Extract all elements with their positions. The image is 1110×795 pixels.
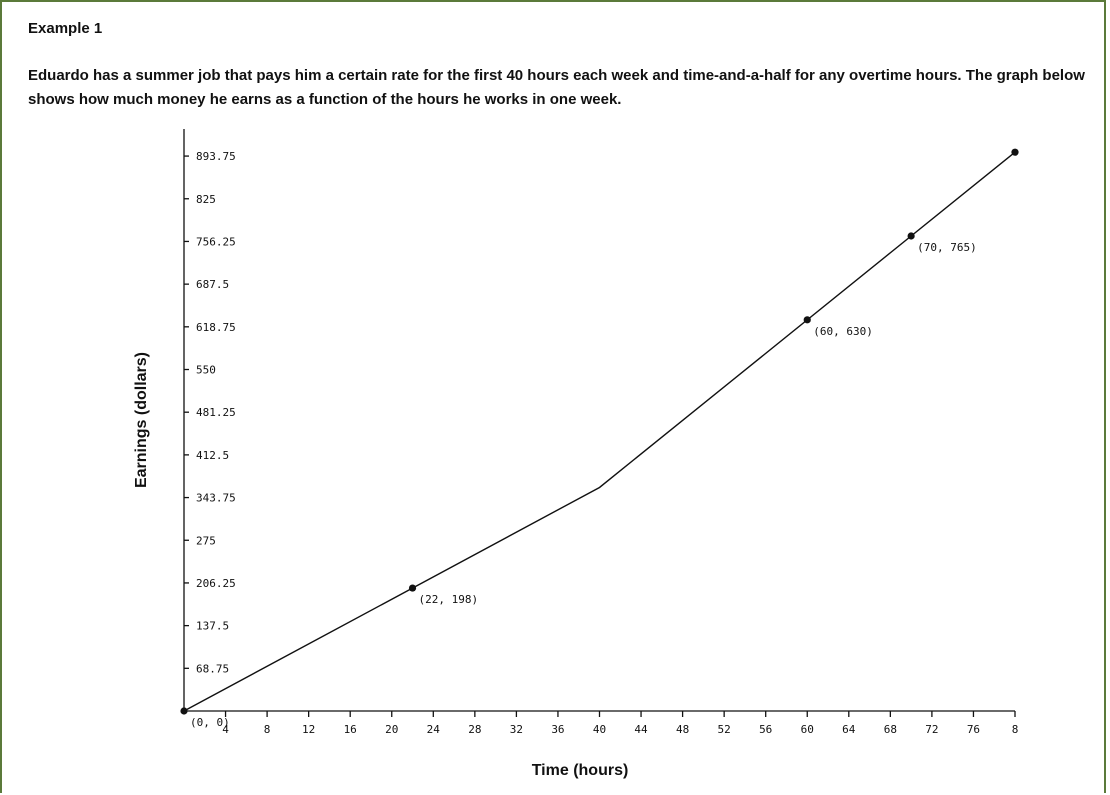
point-label: (22, 198) [419,593,479,606]
y-tick-label: 275 [196,534,216,547]
x-tick-label: 60 [801,723,814,736]
data-point [803,316,811,324]
x-tick-label: 68 [884,723,897,736]
point-label: (60, 630) [813,325,873,338]
x-tick-label: 76 [967,723,980,736]
data-point [907,232,915,240]
example-heading: Example 1 [28,20,103,37]
y-axis-label: Earnings (dollars) [133,351,150,489]
x-tick-label: 52 [718,723,731,736]
point-label: (70, 765) [917,241,977,254]
y-tick-label: 206.25 [196,577,236,590]
y-tick-label: 343.75 [196,492,236,505]
x-tick-label: 8 [264,723,271,736]
data-point [1011,148,1019,156]
x-tick-label: 12 [302,723,315,736]
y-tick-label: 893.75 [196,150,236,163]
point-label: (0, 0) [190,716,230,729]
x-tick-label: 36 [551,723,564,736]
x-tick-label: 4 [222,723,229,736]
y-tick-label: 68.75 [196,662,229,675]
x-tick-label: 48 [676,723,689,736]
x-tick-label: 64 [842,723,856,736]
y-tick-label: 756.25 [196,235,236,248]
x-axis-label: Time (hours) [531,762,629,779]
x-tick-label: 72 [925,723,938,736]
x-tick-label: 56 [759,723,772,736]
y-tick-label: 687.5 [196,278,229,291]
data-point [180,707,188,715]
x-tick-label: 16 [344,723,357,736]
x-tick-label: 40 [593,723,606,736]
x-tick-label: 20 [385,723,398,736]
y-tick-label: 550 [196,364,216,377]
x-tick-label: 8 [1012,723,1019,736]
intro-text: Eduardo has a summer job that pays him a… [28,67,1085,108]
y-tick-label: 618.75 [196,321,236,334]
x-tick-label: 28 [468,723,481,736]
earnings-line [183,151,1016,712]
x-tick-label: 32 [510,723,523,736]
x-tick-label: 44 [634,723,648,736]
y-tick-label: 825 [196,193,216,206]
y-tick-label: 137.5 [196,620,229,633]
y-tick-label: 481.25 [196,406,236,419]
y-tick-label: 412.5 [196,449,229,462]
x-tick-label: 24 [427,723,441,736]
data-point [408,584,417,592]
